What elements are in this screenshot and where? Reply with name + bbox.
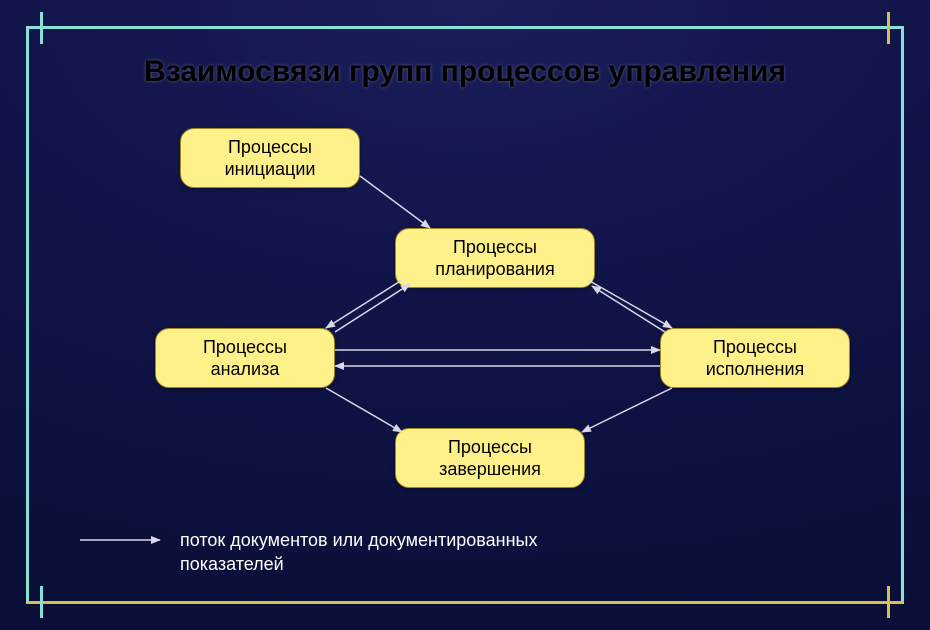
frame-right (901, 26, 904, 604)
node-closing: Процессызавершения (395, 428, 585, 488)
node-label: Процессыисполнения (706, 336, 805, 381)
frame-accent-tl-v (40, 12, 43, 44)
slide-title: Взаимосвязи групп процессов управления (50, 55, 880, 89)
node-initiation: Процессыинициации (180, 128, 360, 188)
frame-top (26, 26, 904, 29)
frame-accent-br-v (887, 586, 890, 618)
frame-bottom (26, 601, 904, 604)
legend-text: поток документов или документированныхпо… (180, 528, 740, 577)
node-label: Процессыпланирования (435, 236, 554, 281)
node-label: Процессызавершения (439, 436, 541, 481)
node-analysis: Процессыанализа (155, 328, 335, 388)
node-label: Процессыанализа (203, 336, 287, 381)
node-execution: Процессыисполнения (660, 328, 850, 388)
frame-left (26, 26, 29, 604)
frame-accent-tr-v (887, 12, 890, 44)
node-label: Процессыинициации (225, 136, 316, 181)
node-planning: Процессыпланирования (395, 228, 595, 288)
frame-accent-bl-v (40, 586, 43, 618)
